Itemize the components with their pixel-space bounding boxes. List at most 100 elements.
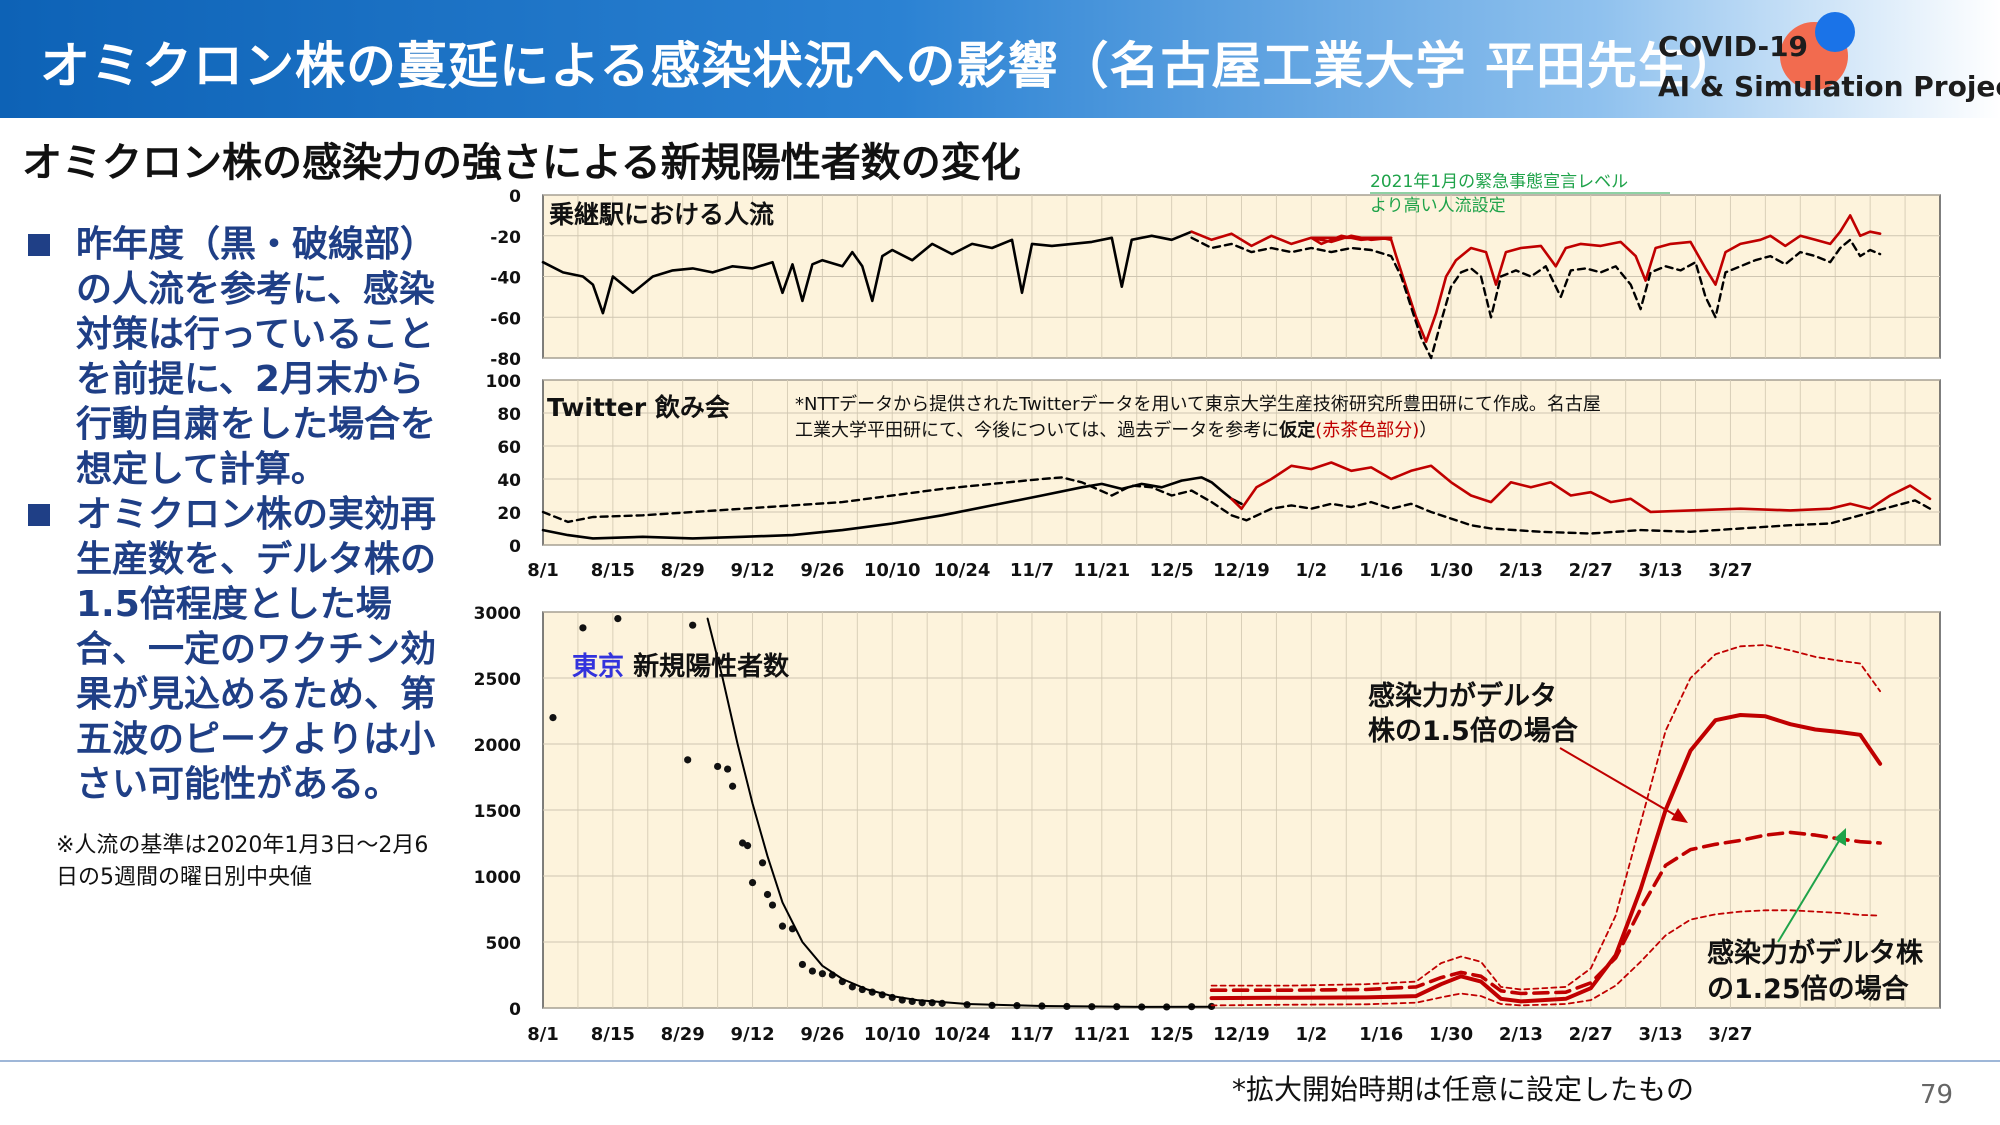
observed-point — [579, 624, 587, 632]
y-tick-label: 500 — [486, 934, 522, 954]
y-tick-label: 40 — [497, 471, 521, 491]
annotation-line: 2021年1月の緊急事態宣言レベル — [1370, 172, 1628, 192]
annotation-line: より高い人流設定 — [1370, 196, 1506, 216]
chart-note-text: 工業大学平田研にて、今後については、過去データを参考に — [795, 420, 1279, 441]
x-tick-label: 10/10 — [864, 1024, 921, 1045]
x-tick-label: 3/13 — [1639, 560, 1683, 581]
observed-point — [714, 762, 722, 771]
x-tick-label: 1/30 — [1429, 560, 1473, 581]
observed-point — [798, 960, 807, 969]
x-tick-label: 2/27 — [1569, 1024, 1613, 1045]
y-tick-label: 1000 — [474, 868, 521, 888]
x-tick-label: 8/1 — [527, 560, 559, 581]
projection-15 — [1209, 713, 1883, 1004]
bullet-text: オミクロン株の実効再生産数を、デルタ株の1.5倍程度とした場合、一定のワクチン効… — [76, 494, 437, 805]
footnote: *拡大開始時期は任意に設定したもの — [1232, 1073, 1695, 1106]
y-tick-label: 3000 — [474, 604, 521, 624]
x-tick-label: 1/16 — [1359, 560, 1403, 581]
observed-point — [743, 842, 752, 850]
x-tick-label: 11/7 — [1010, 560, 1054, 581]
x-tick-label: 8/1 — [527, 1024, 559, 1045]
chart-note-bold: 仮定 — [1278, 419, 1315, 441]
observed-point — [818, 970, 827, 978]
bullet-item: オミクロン株の実効再生産数を、デルタ株の1.5倍程度とした場合、一定のワクチン効… — [28, 492, 448, 807]
observed-point — [728, 782, 737, 790]
x-tick-label: 3/13 — [1639, 1024, 1683, 1045]
chart-twitter-drinking: 0 20 40 60 80 100 8/1 8/15 8/29 9/12 9/26 10/10 10/2… — [486, 372, 1941, 581]
series-line-solid-black — [541, 476, 1243, 540]
x-tick-label: 11/21 — [1073, 1024, 1130, 1045]
x-tick-label: 1/30 — [1429, 1024, 1473, 1045]
x-tick-label: 10/24 — [934, 1024, 991, 1045]
x-tick-label: 12/19 — [1213, 560, 1270, 581]
x-tick-label: 12/5 — [1150, 560, 1194, 581]
x-tick-label: 9/12 — [730, 1024, 774, 1045]
y-tick-label: -40 — [490, 269, 521, 289]
brand-dot-blue — [1815, 12, 1855, 52]
bullet-text: 昨年度（黒・破線部）の人流を参考に、感染対策は行っていることを前提に、2月末から… — [76, 224, 437, 490]
y-tick-label: 80 — [497, 405, 521, 425]
page-title: オミクロン株の蔓延による感染状況への影響（名古屋工業大学 平田先生） — [40, 37, 1740, 95]
series-line-dashed-black — [1190, 236, 1882, 360]
series-line-solid-black — [541, 230, 1193, 315]
arrow-line-15 — [1559, 747, 1681, 819]
observed-point — [758, 859, 767, 867]
header-bar: オミクロン株の蔓延による感染状況への影響（名古屋工業大学 平田先生） COVID… — [0, 0, 2000, 118]
observed-point — [689, 621, 697, 629]
x-tick-label: 11/21 — [1073, 560, 1130, 581]
bullet-list: 昨年度（黒・破線部）の人流を参考に、感染対策は行っていることを前提に、2月末から… — [28, 222, 448, 807]
series-line-dashed-black — [541, 476, 1932, 535]
projection-15-lower — [1210, 909, 1881, 1007]
y-tick-label: 100 — [486, 372, 522, 392]
x-tick-label: 3/27 — [1708, 560, 1752, 581]
chart-new-cases: 0 500 1000 1500 2000 2500 3000 8/1 8/15 8/29 9/12 9… — [474, 604, 1941, 1045]
bullet-item: 昨年度（黒・破線部）の人流を参考に、感染対策は行っていることを前提に、2月末から… — [28, 222, 448, 492]
arrow-head-125 — [1834, 828, 1846, 846]
chart-note-close: ） — [1419, 420, 1437, 441]
x-tick-label: 11/7 — [1010, 1024, 1054, 1045]
bullet-note: ※人流の基準は2020年1月3日～2月6日の5週間の曜日別中央値 — [56, 833, 429, 890]
observed-point — [684, 756, 692, 764]
footer-divider — [0, 1060, 2000, 1062]
x-tick-label: 8/29 — [661, 560, 705, 581]
x-tick-label: 10/10 — [864, 560, 921, 581]
observed-point — [763, 890, 772, 899]
x-tick-label: 9/12 — [730, 560, 774, 581]
chart-title-rest: 新規陽性者数 — [624, 651, 790, 682]
y-tick-label: 0 — [509, 537, 521, 557]
annotation-125: 感染力がデルタ株 — [1707, 937, 1924, 969]
x-tick-label: 9/26 — [800, 560, 844, 581]
observed-point — [778, 922, 787, 930]
annotation-15: 株の1.5倍の場合 — [1368, 715, 1578, 747]
projection-15-upper — [1210, 644, 1881, 991]
x-tick-label: 12/19 — [1213, 1024, 1270, 1045]
observed-point — [748, 879, 757, 887]
y-tick-label: 20 — [497, 504, 521, 524]
chart-note-line: *NTTデータから提供されたTwitterデータを用いて東京大学生産技術研究所豊… — [795, 394, 1601, 415]
x-tick-label: 3/27 — [1708, 1024, 1752, 1045]
x-tick-label: 1/2 — [1296, 560, 1328, 581]
chart-note-line: 工業大学平田研にて、今後については、過去データを参考に仮定(赤茶色部分)） — [795, 419, 1437, 441]
chart-title: Twitter 飲み会 — [547, 393, 730, 422]
y-tick-label: 2500 — [474, 670, 521, 690]
fitted-curve — [706, 617, 1213, 1008]
y-tick-label: -80 — [490, 350, 521, 370]
x-tick-label: 10/24 — [934, 560, 991, 581]
y-tick-label: -20 — [490, 228, 521, 248]
chart-note-red: (赤茶色部分) — [1315, 420, 1419, 441]
chart-title-city: 東京 — [572, 651, 624, 682]
arrow-line-125 — [1777, 835, 1843, 943]
y-tick-label: 0 — [509, 187, 521, 207]
observed-point — [768, 901, 777, 909]
annotation-15: 感染力がデルタ — [1368, 680, 1557, 712]
x-tick-label: 1/2 — [1296, 1024, 1328, 1045]
chart-title: 東京 新規陽性者数 — [572, 651, 790, 682]
bullet-square-icon — [28, 234, 50, 256]
chart-title: 乗継駅における人流 — [549, 200, 774, 229]
x-tick-label: 2/13 — [1499, 1024, 1543, 1045]
y-tick-label: 60 — [497, 438, 521, 458]
brand-line2: AI & Simulation Project — [1658, 70, 2000, 103]
x-tick-label: 2/27 — [1569, 560, 1613, 581]
x-tick-label: 9/26 — [800, 1024, 844, 1045]
